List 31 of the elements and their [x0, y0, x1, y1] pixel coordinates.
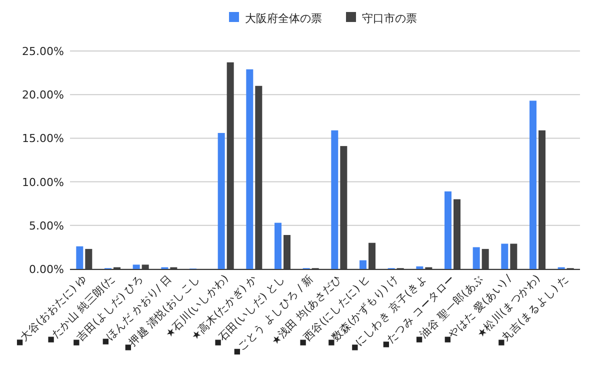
bar — [530, 100, 536, 269]
bar — [142, 264, 149, 269]
bar — [226, 62, 234, 269]
bar — [482, 248, 489, 269]
bar — [472, 247, 480, 269]
bar — [274, 222, 282, 269]
bar — [501, 244, 508, 269]
bar — [284, 234, 290, 269]
legend-label: 大阪府全体の票 — [245, 12, 322, 25]
bar — [246, 69, 254, 269]
y-tick-label: 15.00% — [22, 132, 64, 146]
bar — [368, 242, 376, 269]
bar — [510, 244, 518, 269]
bar — [218, 132, 225, 269]
bar — [340, 146, 348, 269]
bar — [331, 130, 338, 269]
bar — [255, 86, 262, 269]
y-tick-label: 25.00% — [22, 45, 64, 58]
legend-label: 守口市の票 — [362, 12, 417, 25]
y-tick-label: 5.00% — [29, 219, 64, 232]
bar — [454, 199, 460, 269]
bar — [85, 248, 92, 269]
y-tick-label: 0.00% — [29, 263, 64, 276]
bar — [76, 246, 84, 269]
y-tick-label: 10.00% — [22, 176, 64, 189]
bar — [360, 260, 366, 269]
bar — [132, 264, 140, 269]
bar — [416, 266, 424, 269]
y-tick-label: 20.00% — [22, 88, 64, 102]
bar — [538, 130, 546, 269]
bar — [444, 191, 452, 269]
